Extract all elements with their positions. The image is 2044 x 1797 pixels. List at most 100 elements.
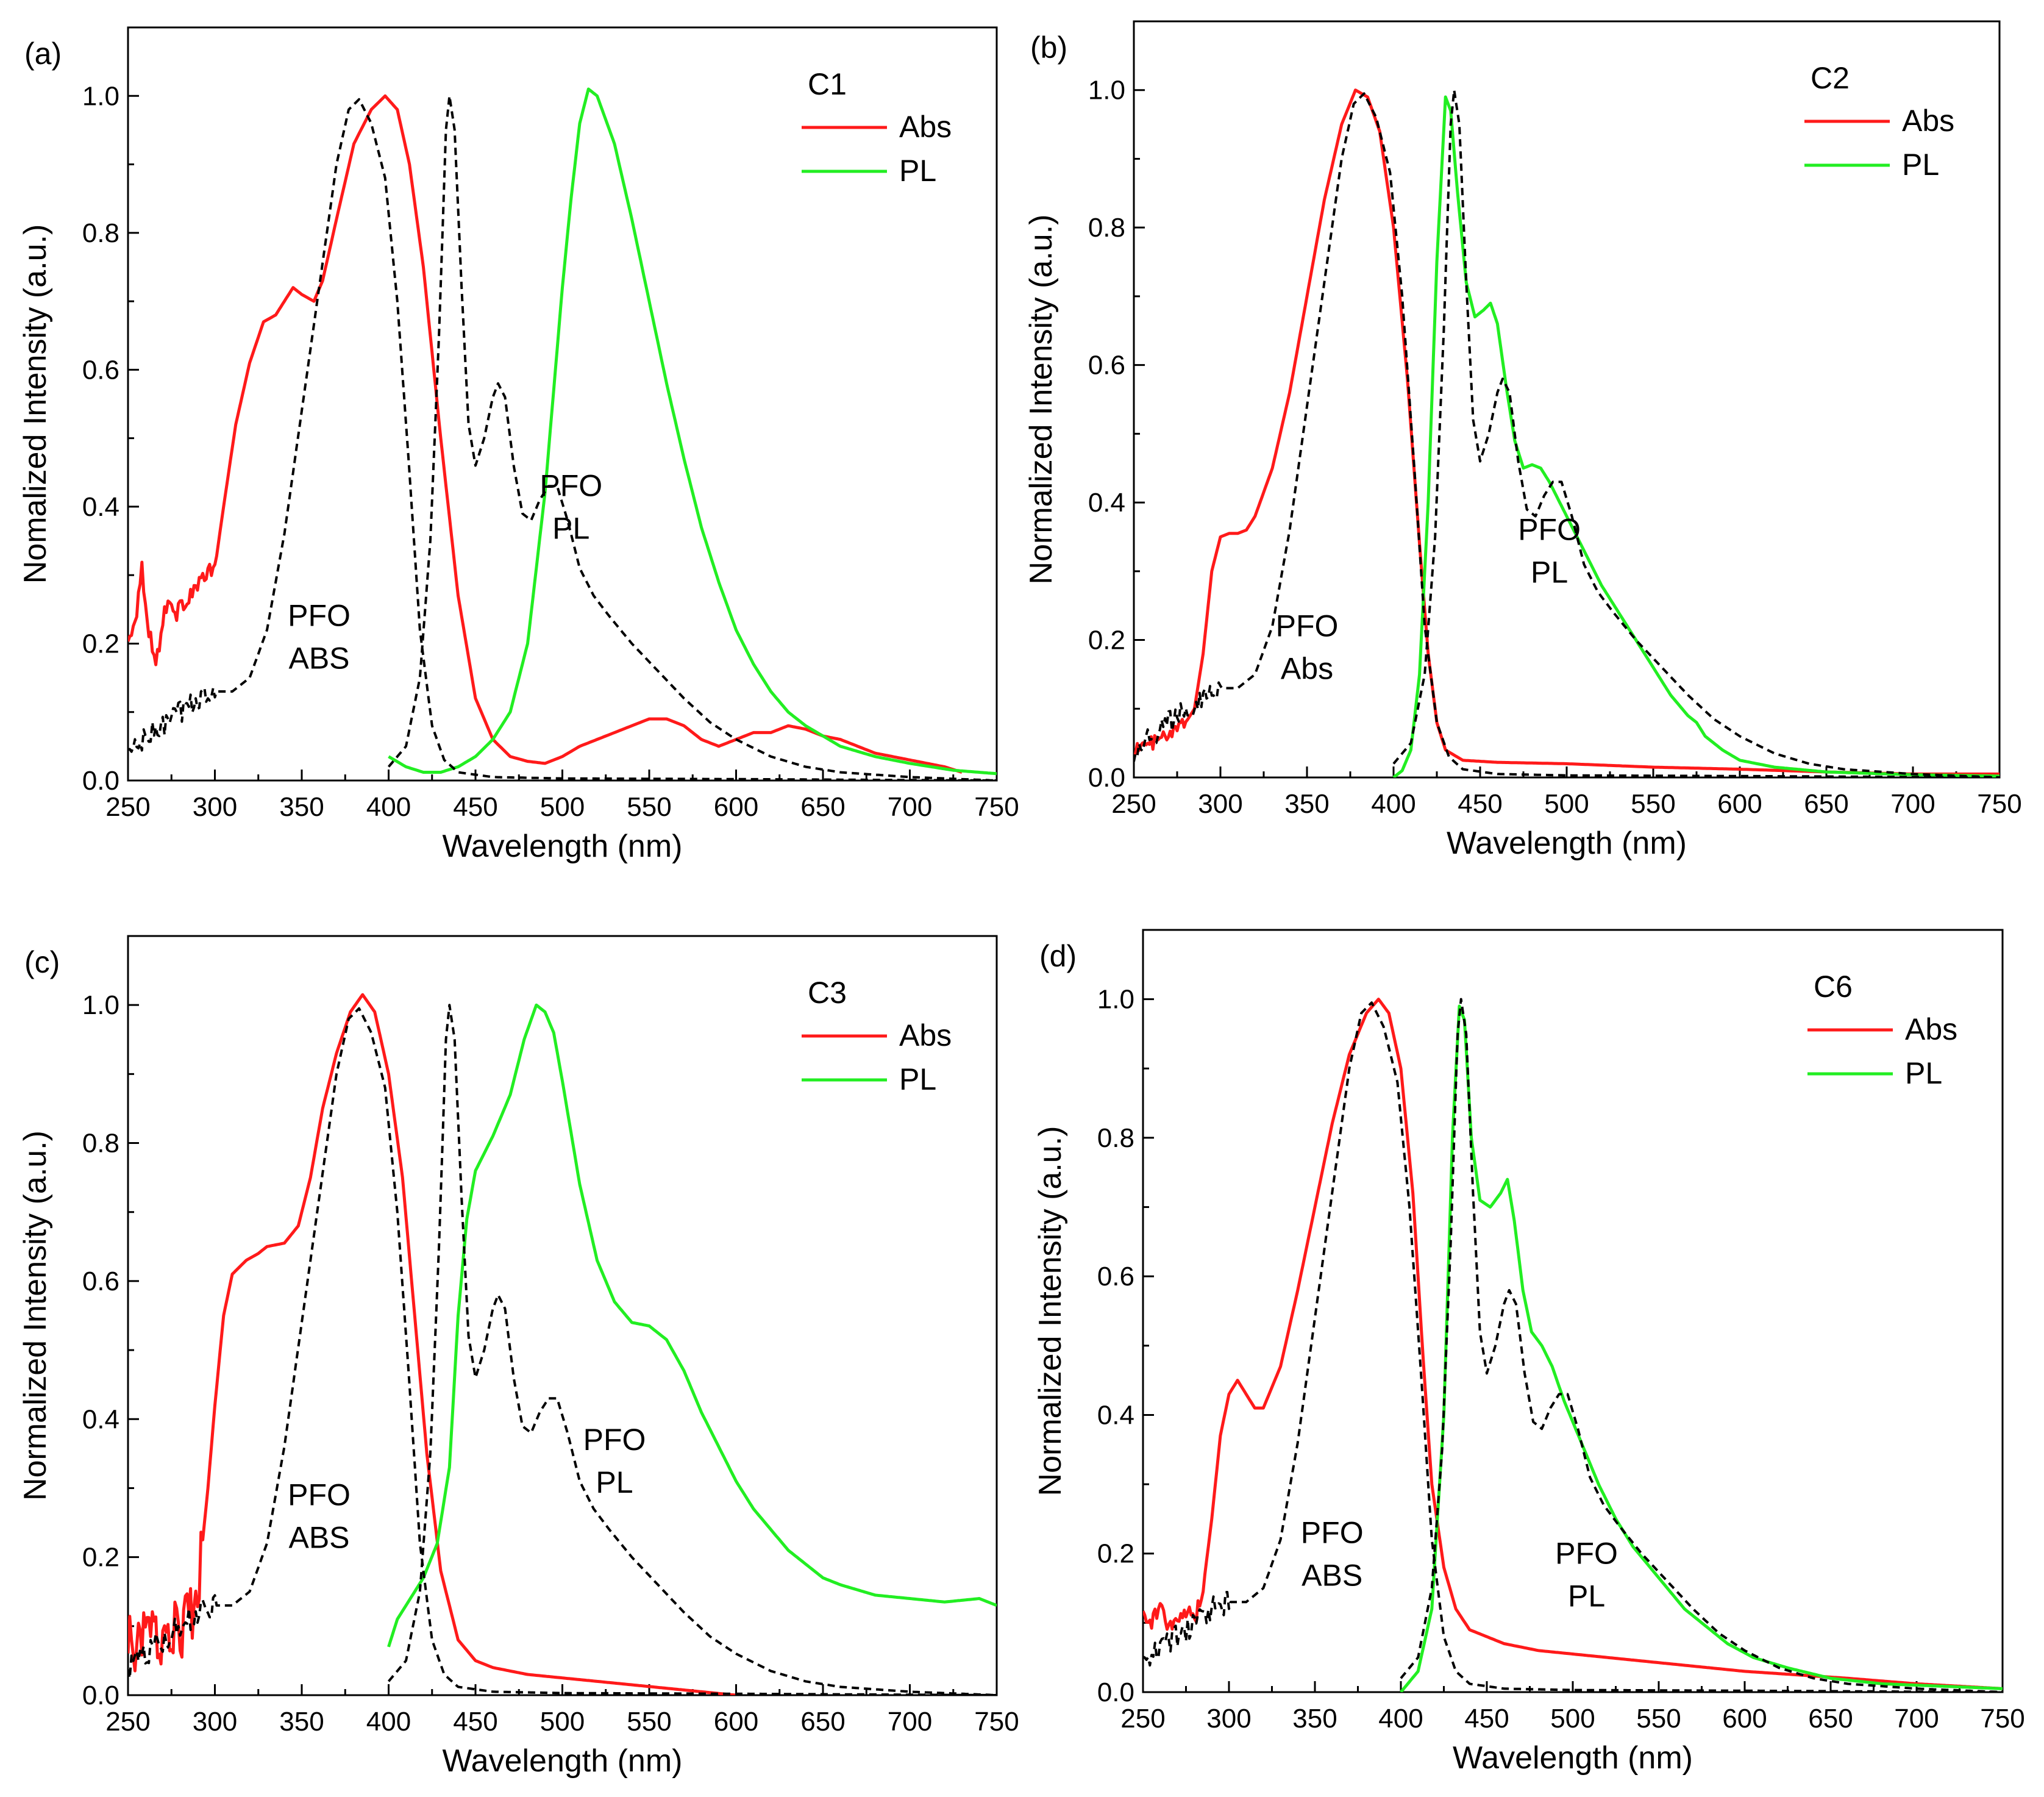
annotation-pfo-pl: PFO PL: [539, 468, 602, 545]
x-tick-label: 300: [1198, 789, 1242, 819]
annotation-line: ABS: [288, 641, 349, 676]
x-axis-label: Wavelength (nm): [1447, 826, 1687, 861]
x-tick-label: 400: [1378, 1704, 1423, 1734]
y-tick-label: 1.0: [82, 990, 119, 1020]
annotation-line: PFO: [583, 1423, 646, 1457]
chart-panel-c1: 250 300 350 400 450 500 550 600 650 700 750 0.0 0.2 0…: [18, 26, 1019, 864]
x-tick-label: 300: [193, 792, 237, 822]
x-tick-label: 550: [1636, 1704, 1681, 1734]
legend-entry-pl: PL: [1905, 1056, 1942, 1090]
y-tick-label: 1.0: [1097, 985, 1134, 1015]
series-pfo-abs: [1143, 1001, 2003, 1692]
chart-panel-c3: 250 300 350 400 450 500 550 600 650 700 750 0.0 0.2 0…: [18, 935, 1019, 1779]
y-tick-label: 0.2: [82, 1543, 119, 1573]
annotation-pfo-abs: PFO Abs: [1276, 609, 1339, 685]
legend-entry-abs: Abs: [899, 110, 952, 144]
series-pl: [1392, 95, 1999, 777]
series-pl: [387, 1003, 997, 1648]
annotation-pfo-pl: PFO PL: [583, 1423, 646, 1499]
y-axis-label: Normalized Intensity (a.u.): [18, 1131, 53, 1501]
sample-label: C6: [1814, 970, 1853, 1004]
legend-entry-abs: Abs: [1902, 104, 1954, 138]
annotation-line: PFO: [288, 1477, 351, 1512]
x-tick-label: 350: [1284, 789, 1329, 819]
x-tick-label: 250: [105, 1707, 150, 1737]
legend-entry-pl: PL: [899, 154, 936, 188]
y-axis-label: Normalized Intensity (a.u.): [1033, 1126, 1068, 1496]
annotation-line: PFO: [288, 599, 351, 633]
series-abs: [128, 993, 736, 1695]
panel-label: (d): [1039, 939, 1077, 973]
x-tick-label: 750: [974, 1707, 1019, 1737]
series-pfo-pl: [387, 1004, 997, 1695]
annotation-line: PFO: [1555, 1537, 1618, 1571]
annotation-line: Abs: [1281, 651, 1333, 685]
x-tick-label: 300: [193, 1707, 237, 1737]
y-tick-label: 0.8: [82, 218, 119, 248]
y-tick-label: 0.0: [82, 766, 119, 796]
x-tick-label: 700: [1890, 789, 1935, 819]
y-tick-label: 0.0: [1097, 1677, 1134, 1707]
x-tick-label: 600: [1722, 1704, 1767, 1734]
legend-entry-abs: Abs: [899, 1018, 952, 1052]
annotation-line: PL: [552, 511, 589, 545]
series-pl: [388, 87, 997, 776]
annotation-line: PFO: [539, 468, 602, 502]
panel-label: (a): [24, 37, 62, 71]
x-tick-label: 250: [1120, 1704, 1165, 1734]
y-tick-label: 0.0: [1088, 763, 1125, 793]
x-tick-label: 450: [1464, 1704, 1509, 1734]
series-group: [128, 993, 997, 1695]
x-tick-label: 350: [279, 792, 324, 822]
x-tick-label: 550: [1631, 789, 1675, 819]
x-tick-label: 400: [1371, 789, 1415, 819]
annotation-line: PL: [1531, 556, 1568, 590]
sample-label: C1: [808, 67, 847, 101]
x-tick-label: 250: [1111, 789, 1156, 819]
sample-label: C3: [808, 976, 847, 1010]
series-abs: [1143, 998, 2003, 1690]
x-axis-label: Wavelength (nm): [1453, 1740, 1693, 1776]
series-group: [128, 87, 997, 781]
y-tick-label: 0.4: [1097, 1400, 1134, 1430]
series-pfo-pl: [1392, 88, 1999, 777]
panel-label: (c): [24, 945, 60, 979]
chart-panel-c2: 250 300 350 400 450 500 550 600 650 700 750 0.0 0.2 0…: [1024, 20, 2022, 861]
y-tick-label: 0.8: [1088, 213, 1125, 243]
series-pfo-abs: [128, 98, 997, 781]
y-tick-label: 0.6: [82, 1266, 119, 1296]
y-tick-label: 0.6: [82, 355, 119, 385]
y-tick-label: 0.4: [1088, 488, 1125, 518]
x-tick-label: 450: [453, 1707, 497, 1737]
x-tick-label: 400: [366, 792, 411, 822]
y-tick-label: 0.2: [1088, 626, 1125, 656]
x-tick-label: 750: [1980, 1704, 2024, 1734]
series-pfo-abs: [128, 1007, 997, 1695]
legend-entry-abs: Abs: [1905, 1012, 1957, 1046]
y-tick-label: 0.6: [1088, 351, 1125, 380]
y-axis-label: Normalized Intensity (a.u.): [1024, 215, 1059, 585]
y-tick-label: 0.2: [82, 629, 119, 659]
annotation-line: PFO: [1276, 609, 1339, 643]
x-tick-label: 300: [1206, 1704, 1251, 1734]
y-tick-label: 0.8: [1097, 1123, 1134, 1153]
y-tick-label: 0.6: [1097, 1262, 1134, 1291]
x-tick-label: 350: [279, 1707, 324, 1737]
legend-entry-pl: PL: [899, 1062, 936, 1096]
annotation-line: PL: [596, 1465, 633, 1499]
annotation-line: ABS: [1302, 1558, 1362, 1592]
annotation-pfo-abs: PFO ABS: [288, 1477, 351, 1554]
annotation-pfo-pl: PFO PL: [1518, 513, 1581, 590]
x-tick-label: 350: [1292, 1704, 1337, 1734]
x-tick-label: 700: [1894, 1704, 1939, 1734]
x-tick-label: 600: [714, 792, 758, 822]
annotation-line: PFO: [1301, 1515, 1364, 1549]
x-tick-label: 400: [366, 1707, 411, 1737]
x-tick-label: 550: [627, 792, 671, 822]
panel-label: (b): [1030, 30, 1067, 65]
legend-entry-pl: PL: [1902, 148, 1939, 182]
x-tick-label: 250: [105, 792, 150, 822]
x-tick-label: 700: [888, 792, 932, 822]
y-tick-label: 1.0: [1088, 76, 1125, 105]
x-tick-label: 500: [1544, 789, 1589, 819]
